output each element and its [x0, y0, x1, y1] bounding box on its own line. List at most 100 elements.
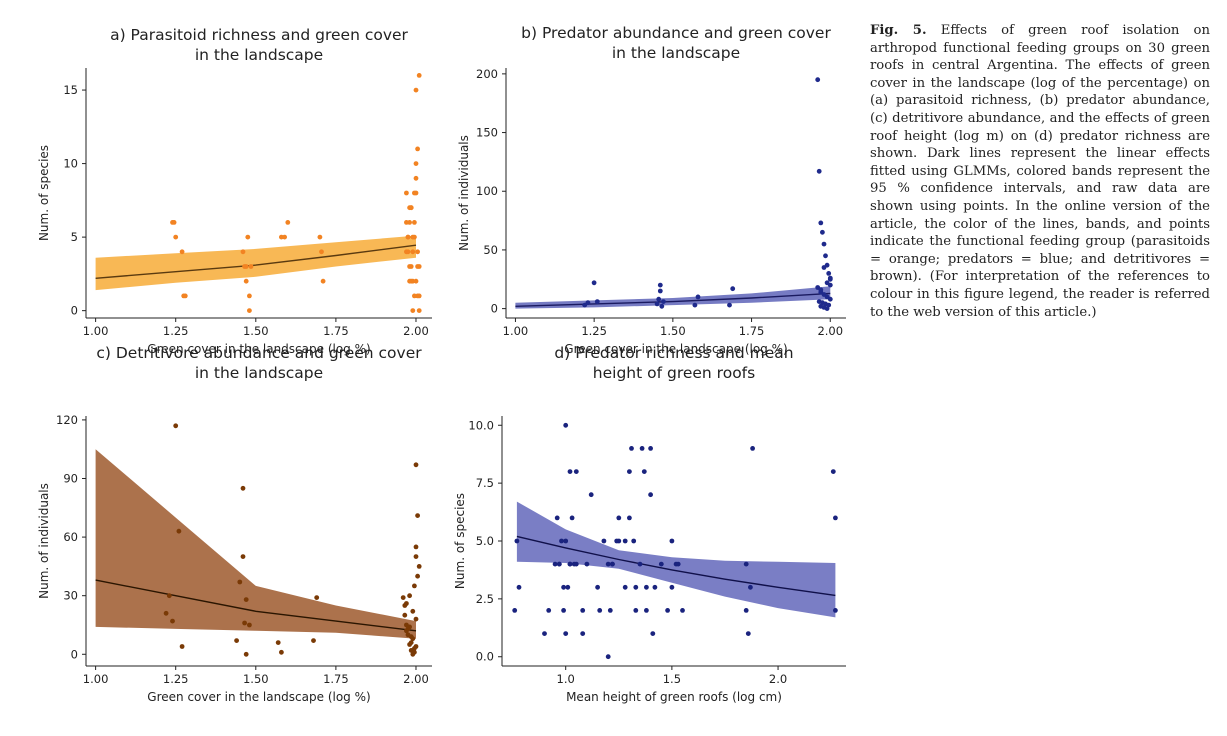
x-tick-label: 1.25 — [163, 672, 189, 686]
data-point — [166, 593, 172, 599]
data-point — [415, 146, 420, 152]
data-point — [542, 631, 547, 636]
y-tick-label: 50 — [483, 243, 498, 257]
data-point — [247, 622, 252, 628]
data-point — [607, 608, 613, 613]
data-point — [580, 631, 586, 636]
data-point — [824, 306, 830, 311]
data-point — [514, 538, 520, 544]
data-point — [826, 271, 832, 276]
data-point — [833, 608, 838, 613]
confidence-band — [95, 449, 416, 639]
data-point — [404, 249, 409, 255]
data-point — [661, 299, 666, 304]
x-axis-label: Green cover in the landscape (log %) — [564, 342, 787, 356]
data-point — [410, 308, 416, 313]
data-point — [243, 264, 249, 269]
y-tick-label: 10.0 — [468, 418, 494, 432]
data-point — [567, 469, 573, 474]
panel-title: d) Predator richness and mean — [554, 344, 793, 362]
panel-b: b) Predator abundance and green cover in … — [457, 24, 846, 356]
y-tick-label: 60 — [63, 530, 78, 544]
data-point — [833, 515, 838, 521]
data-point — [243, 278, 249, 284]
panel-title: a) Parasitoid richness and green cover — [110, 26, 408, 44]
data-point — [585, 300, 591, 306]
fit-line — [516, 535, 836, 597]
data-point — [639, 446, 645, 451]
data-point — [182, 293, 188, 299]
data-point — [243, 651, 249, 657]
data-point — [605, 654, 611, 660]
data-point — [695, 294, 701, 300]
data-point — [657, 282, 663, 288]
x-tick-label: 2.00 — [403, 672, 429, 686]
data-point — [407, 220, 412, 225]
confidence-band — [515, 286, 831, 309]
data-point — [416, 73, 422, 78]
data-point — [556, 561, 562, 567]
data-point — [584, 561, 590, 567]
data-point — [823, 253, 828, 259]
data-point — [415, 249, 420, 255]
y-axis-label: Num. of species — [37, 145, 51, 241]
panel-title: b) Predator abundance and green cover — [521, 24, 831, 42]
x-tick-label: 2.0 — [769, 672, 787, 686]
data-point — [637, 561, 643, 567]
data-point — [631, 538, 637, 544]
y-tick-label: 120 — [56, 413, 78, 427]
data-point — [627, 469, 632, 474]
data-point — [275, 640, 281, 645]
data-point — [633, 584, 639, 590]
data-point — [314, 595, 320, 600]
data-point — [415, 513, 420, 518]
data-point — [412, 220, 417, 225]
data-point — [416, 564, 422, 569]
x-tick-label: 1.50 — [660, 324, 686, 338]
data-point — [416, 308, 422, 313]
data-point — [594, 299, 600, 304]
data-point — [512, 608, 518, 613]
data-point — [311, 638, 316, 643]
data-point — [173, 234, 179, 240]
panel-c: c) Detritivore abundance and green cover… — [37, 344, 432, 704]
data-point — [669, 584, 675, 590]
data-point — [404, 628, 409, 634]
data-point — [400, 595, 406, 600]
data-point — [573, 469, 579, 474]
y-tick-label: 0 — [71, 304, 78, 318]
data-point — [648, 492, 653, 498]
data-point — [319, 249, 324, 255]
data-point — [675, 561, 681, 567]
data-point — [410, 234, 416, 240]
data-point — [413, 544, 419, 550]
data-point — [404, 190, 409, 196]
data-point — [408, 205, 414, 211]
data-point — [413, 616, 419, 622]
data-point — [240, 554, 246, 559]
confidence-band — [516, 501, 836, 618]
data-point — [516, 584, 522, 590]
data-point — [552, 561, 558, 567]
y-tick-label: 30 — [63, 589, 78, 603]
data-point — [413, 161, 419, 167]
data-point — [405, 234, 411, 240]
data-point — [595, 584, 600, 590]
data-point — [821, 241, 827, 247]
data-point — [412, 190, 417, 196]
data-point — [816, 168, 822, 174]
data-point — [234, 638, 240, 643]
data-point — [285, 220, 291, 225]
data-point — [413, 175, 419, 181]
data-point — [402, 603, 408, 608]
x-tick-label: 1.5 — [663, 672, 681, 686]
data-point — [240, 485, 246, 491]
y-tick-label: 0 — [491, 302, 498, 316]
y-tick-label: 200 — [476, 67, 498, 81]
data-point — [413, 87, 419, 93]
data-point — [567, 561, 573, 567]
data-point — [657, 288, 663, 294]
data-point — [559, 538, 564, 544]
panel-title: height of green roofs — [593, 364, 755, 382]
data-point — [818, 220, 824, 226]
